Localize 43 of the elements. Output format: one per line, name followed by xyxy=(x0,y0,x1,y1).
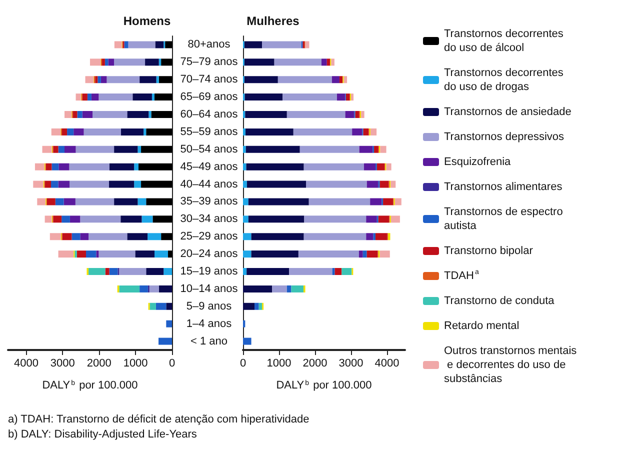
chart-title: Mulheres xyxy=(246,14,300,28)
y-tick-label: 60–64 anos xyxy=(180,108,238,120)
legend-label: Transtornos de ansiedade xyxy=(444,106,572,118)
y-tick-label: 10–14 anos xyxy=(180,282,238,295)
y-tick-label: 5–9 anos xyxy=(186,300,232,312)
y-tick-label: 20–24 anos xyxy=(180,248,238,260)
legend-label: Transtornos decorrentes do uso de drogas xyxy=(444,67,566,93)
y-tick-label: 70–74 anos xyxy=(180,74,238,86)
y-tick-label: 65–69 anos xyxy=(180,91,238,104)
text: a) TDAH: Transtorno de déficit de atenção com hiperatividade xyxy=(8,414,310,426)
legend-label: Transtornos depressivos xyxy=(444,131,565,143)
legend-label: Transtornos de espectro autista xyxy=(444,206,566,232)
text: b) DALY: Disability-Adjusted Life-Years xyxy=(8,428,198,440)
x-tick-label: 4000 xyxy=(374,358,400,370)
legend-label: Transtornos decorrentes do uso de álcool xyxy=(444,28,566,54)
y-tick-label: 80+anos xyxy=(188,38,231,51)
x-tick-label: 0 xyxy=(240,358,246,370)
x-tick-label: 4000 xyxy=(14,358,38,370)
x-tick-label: 3000 xyxy=(338,358,364,370)
legend-label: Outros transtornos mentais e decorrentes do uso de substâncias xyxy=(444,345,578,385)
y-tick-label: 50–54 anos xyxy=(180,143,238,156)
chart-title: Homens xyxy=(123,14,171,28)
x-tick-label: 2000 xyxy=(302,358,328,370)
y-tick-label: 45–49 anos xyxy=(180,160,238,173)
legend-label: Transtornos alimentares xyxy=(444,181,563,193)
legend-label: Transtorno bipolar xyxy=(444,245,534,257)
y-tick-label: 25–29 anos xyxy=(180,230,238,243)
y-tick-label: 75–79 anos xyxy=(180,56,238,68)
y-tick-label: 40–44 anos xyxy=(180,178,238,190)
y-tick-label: 55–59 anos xyxy=(180,126,238,138)
x-tick-label: 1000 xyxy=(123,358,148,370)
y-tick-label: < 1 ano xyxy=(190,335,228,348)
y-tick-label: 1–4 anos xyxy=(186,318,232,330)
x-tick-label: 2000 xyxy=(86,358,112,370)
x-tick-label: 1000 xyxy=(266,358,292,370)
y-tick-label: 30–34 anos xyxy=(180,213,238,226)
legend-label: Esquizofrenia xyxy=(444,156,512,168)
x-tick-label: 0 xyxy=(168,358,176,370)
y-tick-label: 35–39 anos xyxy=(180,196,238,208)
legend-label: Retardo mental xyxy=(444,320,520,332)
legend-label: Transtorno de conduta xyxy=(444,295,556,307)
y-tick-label: 15–19 anos xyxy=(180,266,238,278)
x-tick-label: 3000 xyxy=(50,358,75,370)
